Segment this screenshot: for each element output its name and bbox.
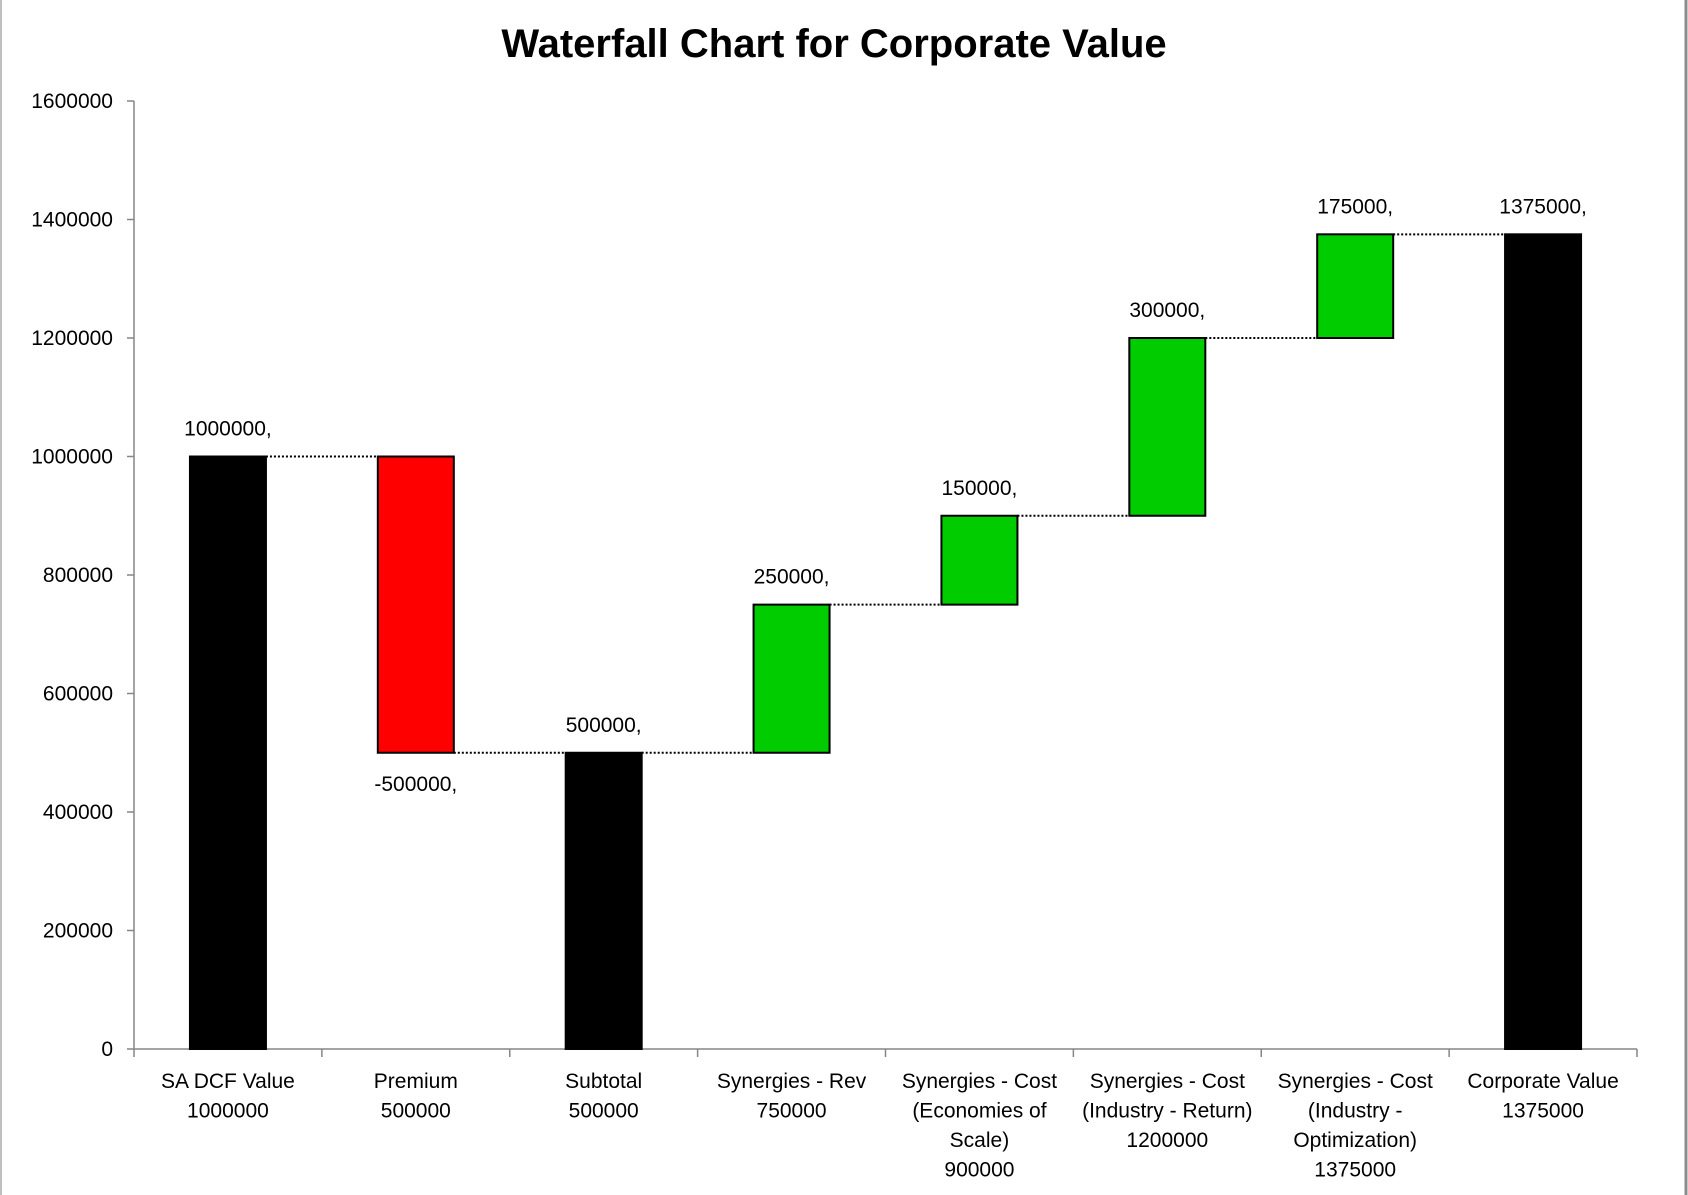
bars <box>188 233 1583 1050</box>
y-tick-label: 0 <box>101 1038 113 1061</box>
category-label: Scale) <box>950 1129 1010 1152</box>
category-label: 900000 <box>944 1159 1014 1182</box>
category-label: (Industry - <box>1308 1100 1403 1123</box>
category-label: Corporate Value <box>1467 1070 1618 1093</box>
category-label: 750000 <box>757 1100 827 1123</box>
bar-total <box>1504 233 1583 1050</box>
data-label: -500000, <box>374 773 457 796</box>
bar-total <box>188 455 267 1050</box>
data-label: 500000, <box>566 714 642 737</box>
y-tick-label: 400000 <box>43 801 113 824</box>
data-label: 1000000, <box>184 418 272 441</box>
category-label: (Industry - Return) <box>1082 1100 1252 1123</box>
category-label: 1375000 <box>1502 1100 1584 1123</box>
y-tick-label: 1400000 <box>31 209 113 232</box>
category-label: Optimization) <box>1293 1129 1417 1152</box>
bar-increase <box>1316 233 1395 339</box>
y-tick-label: 1600000 <box>31 90 113 113</box>
data-label: 300000, <box>1129 299 1205 322</box>
bar-increase <box>1128 337 1207 517</box>
category-label: 500000 <box>569 1100 639 1123</box>
bar-increase <box>752 603 831 754</box>
connector-lines <box>265 233 1506 754</box>
category-label: Premium <box>374 1070 458 1093</box>
category-label: Synergies - Cost <box>902 1070 1057 1093</box>
category-label: 1375000 <box>1314 1159 1396 1182</box>
y-tick-label: 600000 <box>43 683 113 706</box>
data-label: 150000, <box>941 477 1017 500</box>
y-tick-label: 1000000 <box>31 446 113 469</box>
chart-title: Waterfall Chart for Corporate Value <box>501 22 1166 66</box>
y-tick-label: 200000 <box>43 920 113 943</box>
category-label: 1000000 <box>187 1100 269 1123</box>
data-label: 1375000, <box>1499 195 1587 218</box>
data-label: 250000, <box>754 566 830 589</box>
category-label: Synergies - Cost <box>1090 1070 1245 1093</box>
y-tick-label: 800000 <box>43 564 113 587</box>
category-label: (Economies of <box>912 1100 1046 1123</box>
bar-increase <box>940 514 1019 606</box>
y-tick-label: 1200000 <box>31 327 113 350</box>
y-axis: 0 200000 400000 600000 800000 1000000 1200000 1… <box>31 90 135 1061</box>
category-labels: SA DCF Value 1000000 Premium 500000 Subtotal… <box>161 1070 1619 1182</box>
bar-decrease <box>376 455 455 754</box>
data-label: 175000, <box>1317 195 1393 218</box>
category-label: Subtotal <box>565 1070 642 1093</box>
category-label: 1200000 <box>1126 1129 1208 1152</box>
bar-total <box>564 751 643 1050</box>
category-label: Synergies - Cost <box>1278 1070 1433 1093</box>
category-label: 500000 <box>381 1100 451 1123</box>
category-label: Synergies - Rev <box>717 1070 867 1093</box>
category-label: SA DCF Value <box>161 1070 295 1093</box>
x-axis <box>133 1048 1638 1057</box>
data-labels: 1000000, -500000, 500000, 250000, 150000, 300… <box>184 195 1587 795</box>
